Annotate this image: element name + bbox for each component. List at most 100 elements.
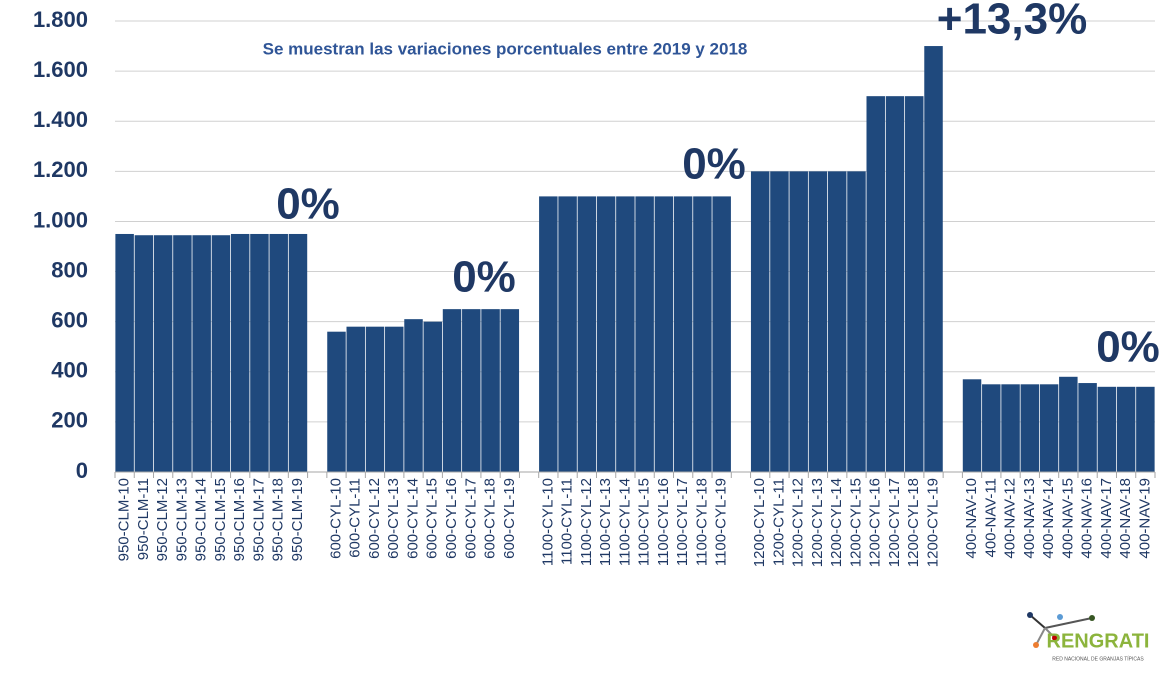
bar (192, 235, 211, 472)
bar (1001, 384, 1020, 472)
x-tick-label: 400-NAV-17 (1098, 478, 1115, 559)
bar (1020, 384, 1040, 472)
y-tick-label: 1.200 (33, 157, 88, 182)
y-tick-label: 600 (51, 307, 88, 332)
x-tick-label: 1200-CYL-16 (867, 478, 884, 567)
logo-dot (1033, 642, 1039, 648)
x-tick-label: 400-NAV-14 (1040, 478, 1057, 559)
bar (269, 233, 288, 472)
bar (673, 196, 693, 472)
x-tick-label: 1200-CYL-12 (790, 478, 807, 567)
bar (924, 46, 943, 473)
bar (1039, 384, 1059, 472)
bar (134, 235, 154, 472)
x-tick-label: 1100-CYL-18 (693, 478, 710, 566)
x-tick-label: 1200-CYL-15 (847, 478, 864, 567)
x-tick-label: 950-CLM-15 (212, 478, 229, 561)
x-tick-label: 950-CLM-14 (193, 478, 210, 561)
annotation: 0% (276, 180, 340, 229)
bar (153, 235, 173, 472)
x-tick-label: 1100-CYL-11 (559, 478, 576, 565)
x-tick-label: 1200-CYL-17 (886, 478, 903, 567)
bar (1136, 386, 1155, 472)
bar (558, 196, 577, 472)
logo-dot (1052, 635, 1058, 641)
bar (500, 309, 520, 472)
bar (577, 196, 597, 472)
bar (827, 171, 847, 473)
logo-line (1044, 617, 1093, 629)
x-tick-label: 1100-CYL-13 (597, 478, 614, 566)
bar (539, 196, 558, 472)
annotation: 0% (1096, 323, 1160, 372)
annotation: 0% (452, 253, 516, 302)
x-tick-label: 950-CLM-18 (270, 478, 287, 561)
x-tick-label: 1200-CYL-11 (770, 478, 787, 566)
x-tick-label: 1200-CYL-13 (809, 478, 826, 567)
x-tick-label: 950-CLM-17 (250, 478, 267, 561)
bar (462, 309, 481, 472)
x-tick-label: 1100-CYL-12 (578, 478, 595, 566)
x-tick-label: 1100-CYL-16 (655, 478, 672, 566)
bar (982, 384, 1001, 472)
x-tick-label: 400-NAV-16 (1079, 478, 1096, 559)
bar (885, 96, 905, 473)
bar (712, 196, 731, 472)
x-tick-label: 600-CYL-10 (327, 478, 344, 559)
chart-subtitle: Se muestran las variaciones porcentuales… (263, 39, 748, 58)
x-tick-label: 1200-CYL-18 (905, 478, 922, 567)
bar (423, 321, 443, 472)
x-tick-label: 400-NAV-19 (1136, 478, 1153, 559)
x-tick-label: 600-CYL-15 (424, 478, 441, 559)
x-tick-label: 950-CLM-13 (173, 478, 190, 561)
bar (789, 171, 808, 473)
y-tick-label: 1.000 (33, 207, 88, 232)
logo: RENGRATI RED NACIONAL DE GRANJAS TÍPICAS (1027, 612, 1149, 662)
bar (404, 319, 423, 472)
bar (770, 171, 789, 473)
x-tick-label: 950-CLM-10 (116, 478, 133, 561)
x-tick-label: 1200-CYL-19 (924, 478, 941, 567)
bar (847, 171, 866, 473)
bar (1116, 386, 1136, 472)
y-tick-label: 1.400 (33, 107, 88, 132)
logo-dot (1057, 614, 1063, 620)
x-tick-label: 600-CYL-13 (385, 478, 402, 559)
x-tick-label: 600-CYL-17 (462, 478, 479, 559)
bar (385, 326, 404, 472)
x-tick-label: 1100-CYL-15 (636, 478, 653, 566)
annotation: +13,3% (937, 0, 1087, 44)
x-tick-label: 600-CYL-19 (501, 478, 518, 559)
x-tick-label: 600-CYL-18 (482, 478, 499, 559)
x-tick-label: 950-CLM-19 (289, 478, 306, 561)
bar (442, 309, 462, 472)
y-tick-label: 400 (51, 358, 88, 383)
x-tick-label: 400-NAV-12 (1002, 478, 1019, 559)
bar (616, 196, 635, 472)
x-tick-label: 1100-CYL-19 (713, 478, 730, 566)
x-tick-label: 600-CYL-16 (443, 478, 460, 559)
bar (327, 331, 346, 472)
bar (1078, 383, 1097, 472)
x-tick-label: 400-NAV-15 (1059, 478, 1076, 559)
x-tick-label: 1100-CYL-10 (539, 478, 556, 566)
x-tick-label: 600-CYL-11 (347, 478, 364, 558)
bar (481, 309, 500, 472)
x-tick-label: 950-CLM-12 (154, 478, 171, 561)
logo-dot (1027, 612, 1033, 618)
x-tick-label: 600-CYL-12 (366, 478, 383, 559)
bar (173, 235, 192, 472)
logo-tagline: RED NACIONAL DE GRANJAS TÍPICAS (1052, 655, 1144, 662)
x-tick-label: 400-NAV-10 (963, 478, 980, 559)
annotation: 0% (682, 140, 746, 189)
x-tick-label: 400-NAV-13 (1021, 478, 1038, 559)
bar (288, 233, 308, 472)
bar (230, 233, 250, 472)
logo-name: RENGRATI (1047, 630, 1150, 652)
x-tick-label: 400-NAV-11 (982, 478, 999, 558)
bar (596, 196, 616, 472)
bar (750, 171, 770, 473)
logo-dot (1089, 615, 1095, 621)
x-tick-label: 1100-CYL-14 (616, 478, 633, 566)
x-tick-label: 1200-CYL-10 (751, 478, 768, 567)
